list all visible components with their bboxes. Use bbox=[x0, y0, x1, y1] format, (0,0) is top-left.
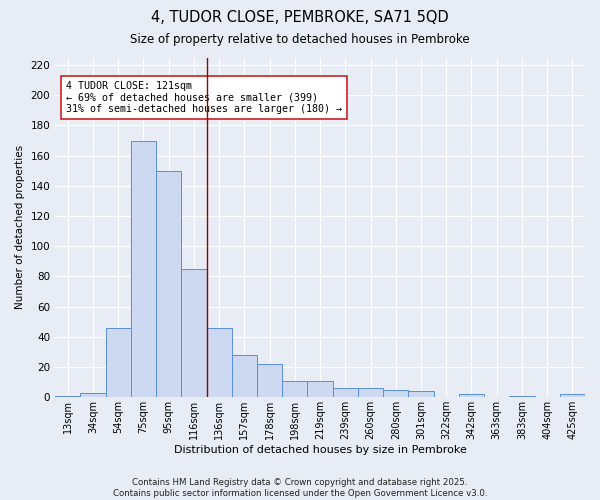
Bar bbox=[55, 396, 80, 398]
X-axis label: Distribution of detached houses by size in Pembroke: Distribution of detached houses by size … bbox=[173, 445, 467, 455]
Bar bbox=[156, 171, 181, 398]
Bar bbox=[206, 328, 232, 398]
Bar bbox=[257, 364, 282, 398]
Text: Contains HM Land Registry data © Crown copyright and database right 2025.
Contai: Contains HM Land Registry data © Crown c… bbox=[113, 478, 487, 498]
Bar bbox=[358, 388, 383, 398]
Text: 4 TUDOR CLOSE: 121sqm
← 69% of detached houses are smaller (399)
31% of semi-det: 4 TUDOR CLOSE: 121sqm ← 69% of detached … bbox=[66, 82, 342, 114]
Bar bbox=[509, 396, 535, 398]
Bar bbox=[282, 380, 307, 398]
Text: Size of property relative to detached houses in Pembroke: Size of property relative to detached ho… bbox=[130, 32, 470, 46]
Bar bbox=[383, 390, 409, 398]
Bar bbox=[131, 140, 156, 398]
Bar bbox=[106, 328, 131, 398]
Bar bbox=[80, 393, 106, 398]
Bar bbox=[409, 392, 434, 398]
Bar bbox=[181, 269, 206, 398]
Bar bbox=[307, 380, 332, 398]
Y-axis label: Number of detached properties: Number of detached properties bbox=[15, 146, 25, 310]
Text: 4, TUDOR CLOSE, PEMBROKE, SA71 5QD: 4, TUDOR CLOSE, PEMBROKE, SA71 5QD bbox=[151, 10, 449, 25]
Bar bbox=[459, 394, 484, 398]
Bar bbox=[232, 355, 257, 398]
Bar bbox=[560, 394, 585, 398]
Bar bbox=[332, 388, 358, 398]
